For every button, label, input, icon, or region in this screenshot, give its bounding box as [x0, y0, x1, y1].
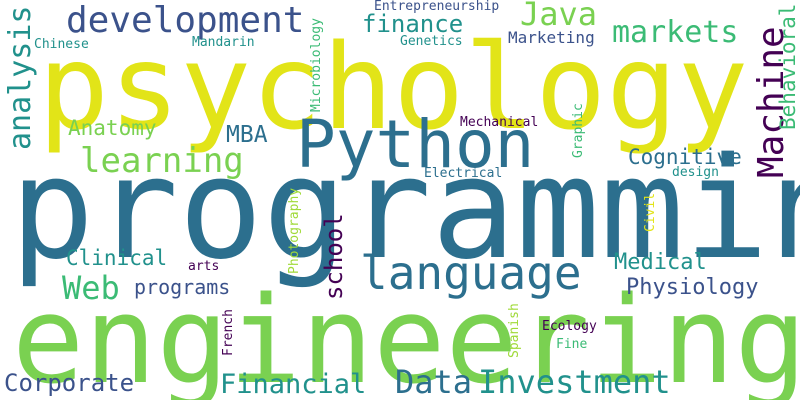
word-programs: programs	[134, 275, 231, 299]
word-finance: finance	[362, 10, 464, 38]
word-medical: Medical	[614, 250, 707, 275]
word-corporate: Corporate	[4, 369, 135, 397]
word-graphic: Graphic	[571, 103, 586, 158]
word-entrepreneurship: Entrepreneurship	[374, 0, 500, 14]
word-mba: MBA	[226, 122, 268, 148]
word-development: development	[66, 0, 305, 41]
word-markets: markets	[612, 15, 739, 50]
word-civil: Civil	[643, 192, 658, 232]
word-web: Web	[62, 269, 120, 307]
word-behavioral: Behavioral	[776, 3, 800, 130]
word-cognitive: Cognitive	[628, 145, 742, 169]
word-school: school	[320, 213, 348, 300]
word-french: French	[221, 309, 236, 356]
word-design: design	[672, 165, 719, 180]
word-analysis: analysis	[3, 5, 38, 151]
word-java: Java	[520, 0, 598, 33]
word-python: Python	[296, 106, 535, 183]
word-physiology: Physiology	[626, 275, 759, 300]
word-microbiology: Microbiology	[309, 18, 324, 112]
word-engineering: engineering	[12, 272, 800, 400]
word-programming: programming	[10, 128, 800, 291]
word-language: language	[360, 246, 582, 300]
word-mechanical: Mechanical	[460, 115, 539, 130]
word-mandarin: Mandarin	[192, 35, 255, 50]
word-investment: Investment	[478, 363, 671, 400]
word-marketing: Marketing	[508, 28, 595, 47]
word-electrical: Electrical	[424, 166, 503, 181]
word-ecology: Ecology	[542, 319, 597, 334]
word-psychology: psychology	[38, 18, 749, 156]
word-clinical: Clinical	[66, 246, 168, 270]
word-chinese: Chinese	[34, 37, 89, 52]
word-anatomy: Anatomy	[68, 116, 157, 140]
word-genetics: Genetics	[400, 34, 463, 49]
word-arts: arts	[188, 259, 220, 274]
word-learning: learning	[80, 141, 244, 181]
word-spanish: Spanish	[507, 303, 522, 358]
word-data: Data	[395, 363, 473, 400]
word-financial: Financial	[220, 369, 367, 400]
word-fine: Fine	[556, 337, 588, 352]
word-photography: Photography	[287, 187, 302, 274]
